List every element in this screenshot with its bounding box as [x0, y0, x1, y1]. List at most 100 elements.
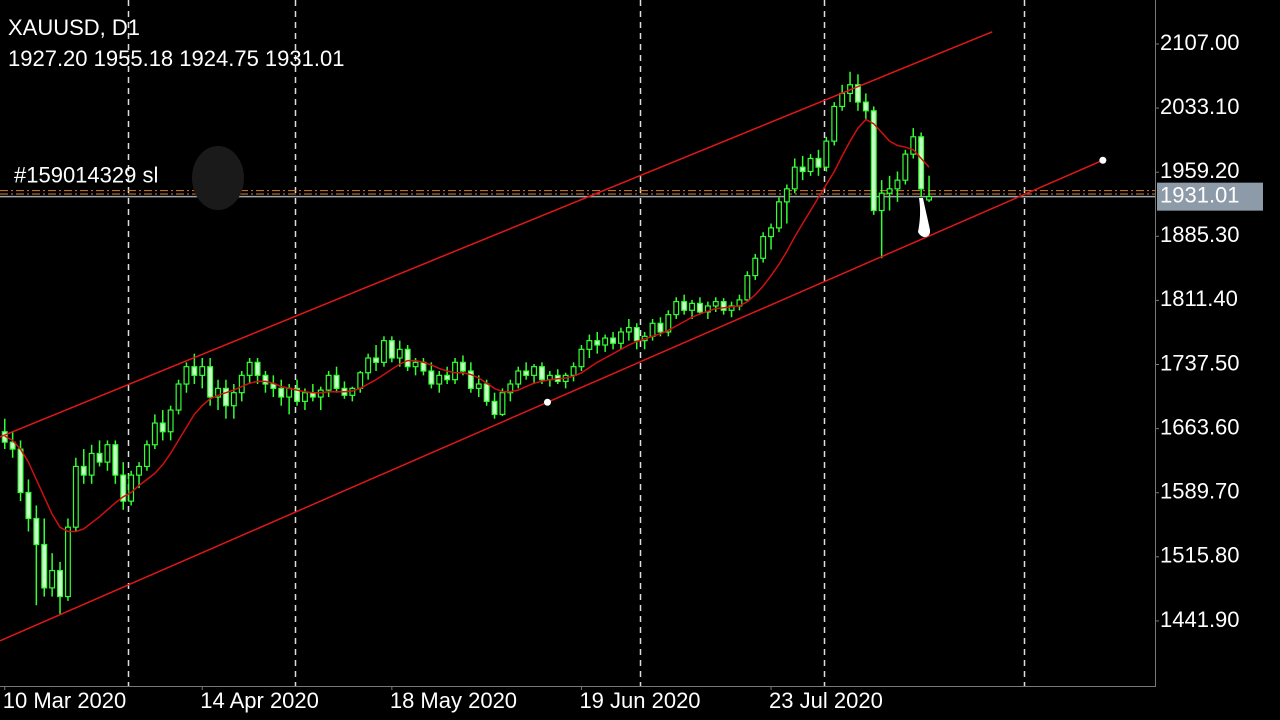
candle-body	[633, 327, 640, 342]
x-tick-label: 10 Mar 2020	[3, 688, 127, 713]
candle-body	[902, 153, 909, 181]
last-price-box	[1157, 182, 1263, 211]
candle-body	[238, 374, 245, 394]
candle-body	[728, 305, 735, 311]
y-tick-label: 1885.30	[1160, 222, 1240, 247]
candle-body	[72, 465, 79, 528]
candle-body	[886, 188, 893, 194]
candle-body	[151, 422, 158, 446]
candle-body	[167, 409, 174, 433]
candle-body	[894, 179, 901, 190]
candle-body	[744, 274, 751, 301]
candle-body	[483, 383, 490, 402]
candle-body	[657, 322, 664, 333]
candle-body	[278, 387, 285, 398]
y-tick-label: 1441.90	[1160, 607, 1240, 632]
candle-body	[531, 366, 538, 376]
candle-body	[507, 383, 514, 394]
x-tick-label: 19 Jun 2020	[579, 688, 700, 713]
candle-body	[388, 340, 395, 359]
candle-body	[617, 331, 624, 344]
candle-body	[775, 201, 782, 229]
candle-body	[720, 301, 727, 311]
candle-body	[88, 452, 95, 476]
candle-body	[452, 361, 459, 381]
candle-body	[523, 370, 530, 376]
candle-body	[760, 235, 767, 259]
candle-body	[602, 337, 609, 346]
candle-body	[475, 383, 482, 389]
candle-body	[412, 361, 419, 368]
candle-body	[665, 314, 672, 333]
candle-body	[594, 340, 601, 346]
candle-body	[325, 374, 332, 391]
trendline-anchor	[543, 398, 551, 406]
candle-body	[215, 387, 222, 398]
candle-body	[404, 348, 411, 368]
candle-body	[104, 444, 111, 463]
trendline	[0, 159, 1104, 642]
candle-body	[515, 370, 522, 385]
y-tick-label: 2107.00	[1160, 30, 1240, 55]
candle-body	[9, 441, 16, 450]
candle-body	[791, 166, 798, 190]
candle-body	[854, 84, 861, 103]
candle-body	[112, 444, 119, 476]
y-tick-label: 1959.20	[1160, 158, 1240, 183]
candle-body	[222, 387, 229, 407]
candle-body	[625, 327, 632, 333]
x-tick-label: 23 Jul 2020	[769, 688, 883, 713]
candle-body	[499, 392, 506, 415]
candle-body	[681, 301, 688, 311]
candle-body	[41, 543, 48, 589]
candle-body	[436, 374, 443, 385]
candle-body	[143, 444, 150, 468]
y-tick-label: 1515.80	[1160, 543, 1240, 568]
plot-area: #159014329 sl	[0, 0, 1155, 686]
candle-body	[373, 357, 380, 363]
candle-body	[926, 196, 933, 201]
ohlc-readout: 1927.20 1955.18 1924.75 1931.01	[8, 46, 344, 71]
moving-average	[4, 118, 930, 533]
x-tick-label: 14 Apr 2020	[200, 688, 319, 713]
y-tick-label: 1663.60	[1160, 414, 1240, 439]
candle-body	[64, 526, 71, 598]
candle-body	[673, 301, 680, 316]
y-tick-label: 1589.70	[1160, 479, 1240, 504]
candle-body	[286, 387, 293, 398]
candle-body	[712, 301, 719, 307]
candle-body	[128, 474, 135, 502]
candle-body	[696, 302, 703, 313]
candle-body	[57, 569, 64, 598]
redaction-blur	[192, 146, 244, 210]
candle-body	[689, 302, 696, 311]
candle-body	[823, 140, 830, 168]
candle-body	[301, 392, 308, 402]
candle-body	[357, 372, 364, 389]
order-label: #159014329 sl	[14, 162, 158, 187]
candle-body	[862, 101, 869, 112]
candle-body	[396, 348, 403, 359]
candle-body	[183, 366, 190, 385]
candle-body	[80, 465, 87, 476]
candle-body	[175, 383, 182, 411]
candle-body	[262, 374, 269, 385]
candle-body	[467, 370, 474, 389]
candle-body	[254, 361, 261, 376]
candle-body	[246, 361, 253, 376]
candle-body	[570, 366, 577, 376]
candle-body	[33, 517, 40, 546]
candle-body	[136, 465, 143, 476]
candle-body	[459, 361, 466, 372]
candle-body	[704, 305, 711, 313]
candle-body	[199, 366, 206, 376]
y-tick-label: 1811.40	[1160, 286, 1238, 311]
candle-body	[96, 452, 103, 463]
candle-body	[831, 105, 838, 142]
candle-body	[191, 366, 198, 376]
candle-body	[649, 322, 656, 337]
candle-body	[807, 157, 814, 173]
candle-body	[207, 366, 214, 398]
